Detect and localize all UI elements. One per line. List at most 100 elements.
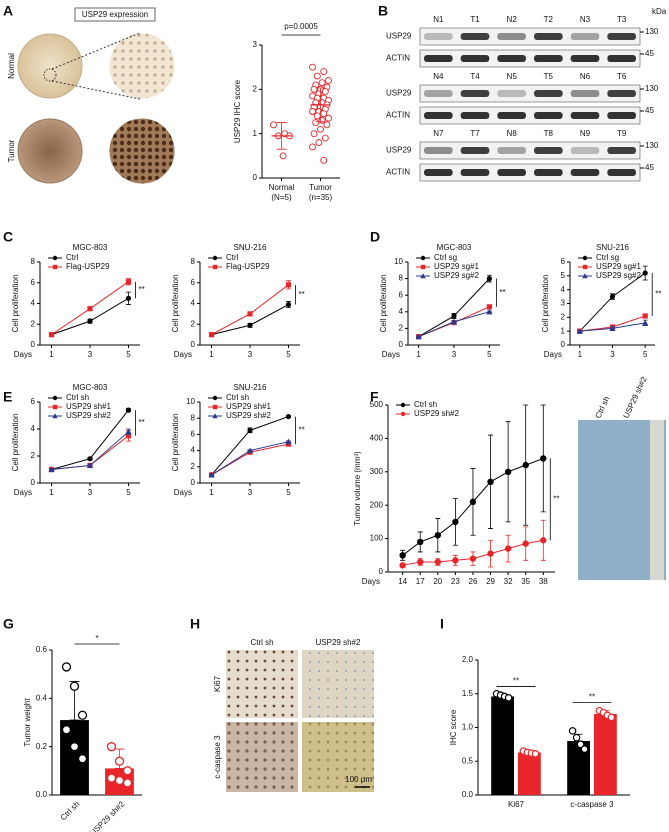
x-tick-label: 3 [248, 488, 253, 497]
row-label: ACTIN [386, 54, 410, 63]
data-point [69, 742, 80, 752]
annotation: ** [298, 290, 304, 299]
y-tick-label: 0.6 [36, 645, 48, 654]
y-tick-label: 10 [186, 397, 195, 406]
y-tick-label: 200 [370, 500, 384, 509]
data-point [320, 68, 328, 76]
panel-label: H [190, 616, 200, 632]
marker [125, 295, 132, 301]
y-axis-label: USP29 IHC score [233, 79, 242, 143]
x-tick-label: 1 [209, 350, 214, 359]
blot-band [607, 112, 636, 119]
marker [208, 471, 215, 478]
blot-band [570, 112, 600, 119]
x-tick-label: 35 [521, 577, 530, 586]
annotation: ** [138, 418, 144, 427]
annotation: ** [655, 290, 661, 299]
x-axis-label: Days [14, 488, 32, 497]
marker [451, 313, 457, 319]
x-tick-label: c-caspase 3 [570, 800, 614, 809]
blot-band [424, 112, 453, 119]
legend-marker [52, 264, 58, 270]
marker [642, 319, 649, 326]
lane-label: N7 [433, 129, 444, 138]
legend-marker [400, 402, 406, 408]
data-point [320, 156, 328, 164]
lane-label: T9 [617, 129, 627, 138]
y-tick-label: 2 [31, 451, 36, 460]
legend-marker [400, 411, 406, 417]
data-point [568, 727, 577, 735]
blot-strip [419, 163, 641, 182]
x-axis-label: Days [174, 350, 192, 359]
marker [399, 562, 406, 569]
x-tick-label: 1 [49, 488, 54, 497]
legend-label: Ctrl [226, 253, 239, 262]
legend-label: USP29 sh#2 [226, 411, 271, 420]
blot-band [460, 147, 490, 154]
marker [576, 328, 583, 334]
bar [594, 714, 617, 795]
lane-label: N5 [507, 72, 518, 81]
data-point [122, 766, 133, 776]
lane-label: T4 [470, 72, 480, 81]
y-tick-label: 1 [561, 326, 566, 335]
data-point [321, 88, 329, 96]
marker [247, 427, 253, 433]
scale-label: 100 μm [345, 775, 372, 784]
blot-strip [419, 27, 641, 46]
row-label: USP29 [386, 89, 412, 98]
panel-label: G [3, 616, 14, 632]
y-tick-label: 4 [31, 424, 36, 433]
marker [86, 462, 94, 469]
legend-label: USP29 sh#2 [414, 409, 459, 418]
lane-label: T5 [544, 72, 554, 81]
bar [567, 741, 590, 795]
column-label: USP29 sh#2 [316, 638, 361, 647]
x-tick-label: 5 [126, 350, 131, 359]
blot-band [424, 169, 453, 176]
annotation: ** [298, 425, 304, 434]
blot-band [607, 55, 636, 62]
x-tick-label: 1 [209, 488, 214, 497]
data-point [321, 134, 329, 142]
annotation: ** [553, 494, 559, 503]
data-point [318, 79, 326, 87]
y-tick-label: 2 [31, 319, 36, 328]
data-point [312, 119, 320, 127]
annotation: ** [589, 693, 595, 702]
y-axis-label: Cell proliferation [11, 275, 20, 333]
blot-band [570, 169, 600, 176]
lane-label: T8 [544, 129, 554, 138]
y-tick-label: 10 [394, 257, 403, 266]
series-line [211, 304, 289, 336]
column-label: Ctrl sh [250, 638, 273, 647]
x-tick-label: Tumor [309, 183, 332, 192]
y-tick-label: 8 [399, 274, 404, 283]
data-point [122, 778, 133, 788]
legend-marker [420, 273, 426, 279]
marker [48, 466, 55, 473]
x-axis-label: Days [362, 577, 380, 586]
data-point [309, 143, 316, 151]
annotation: ** [138, 285, 144, 294]
x-tick-label: 20 [433, 577, 442, 586]
y-tick-label: 6 [191, 430, 196, 439]
data-point [309, 63, 316, 71]
marker [540, 455, 547, 462]
chart-title: SNU-216 [234, 243, 267, 252]
marker [469, 498, 477, 506]
series-line [211, 416, 289, 476]
y-tick-label: 4 [31, 299, 36, 308]
x-tick-label: (N=5) [271, 193, 292, 202]
marker [87, 306, 93, 312]
blot-band [607, 169, 636, 176]
y-tick-label: 6 [31, 397, 36, 406]
y-tick-label: 2 [561, 312, 566, 321]
x-tick-label: 3 [248, 350, 253, 359]
marker [609, 293, 616, 300]
data-point [77, 754, 88, 764]
y-tick-label: 0.2 [36, 742, 48, 751]
blot-strip [419, 141, 641, 160]
marker [125, 279, 132, 285]
